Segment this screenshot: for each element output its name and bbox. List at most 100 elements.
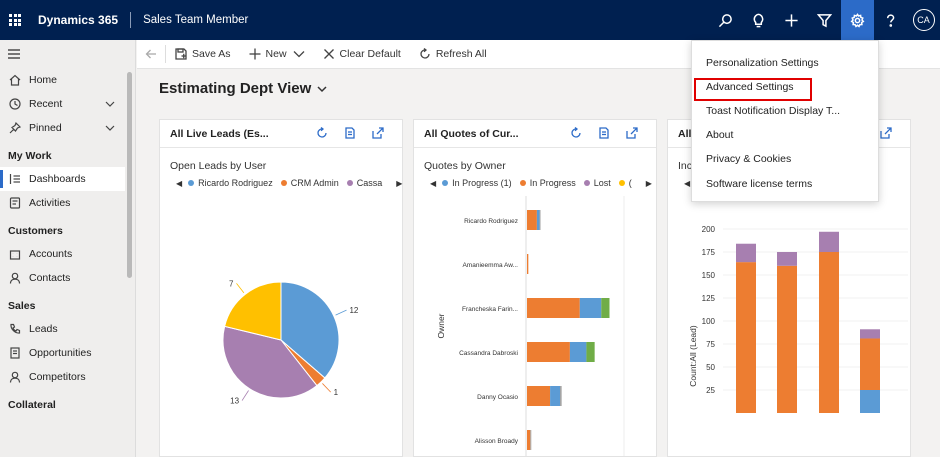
advanced-find-button[interactable] — [808, 0, 841, 40]
bar-segment[interactable] — [860, 338, 880, 390]
sidebar-item-opportunities[interactable]: Opportunities — [0, 341, 135, 365]
pie-slice[interactable] — [222, 325, 318, 399]
bar-segment[interactable] — [736, 262, 756, 413]
menu-item-about[interactable]: About — [706, 129, 734, 141]
bar-segment[interactable] — [550, 386, 560, 406]
legend-item[interactable]: Lost — [583, 178, 611, 188]
app-module-name[interactable]: Sales Team Member — [143, 14, 249, 26]
pie-chart[interactable]: 12 1 13 7 — [160, 196, 402, 456]
expand-chart-button[interactable] — [364, 127, 392, 139]
new-button[interactable]: New — [240, 40, 314, 69]
bar-segment[interactable] — [736, 243, 756, 263]
sitemap-sidebar: Home Recent Pinned My Work Dashboards Ac… — [0, 40, 136, 457]
menu-item-privacy-cookies[interactable]: Privacy & Cookies — [706, 153, 792, 165]
app-title[interactable]: Dynamics 365 — [38, 13, 119, 27]
leads-count-bar-chart[interactable]: Count:All (Lead) 200 175 150 125 100 75 50 25 — [668, 196, 910, 456]
legend-prev-arrow[interactable]: ◀ — [176, 178, 183, 188]
sidebar-item-leads[interactable]: Leads — [0, 317, 135, 341]
bar-segment[interactable] — [560, 386, 562, 406]
view-records-button[interactable] — [590, 127, 618, 139]
sidebar-item-competitors[interactable]: Competitors — [0, 365, 135, 389]
legend-item[interactable]: Cassa — [346, 178, 382, 188]
refresh-chart-button[interactable] — [308, 127, 336, 139]
chart-title: Open Leads by User — [170, 160, 267, 172]
menu-item-software-license[interactable]: Software license terms — [706, 178, 813, 190]
pie-data-label: 13 — [230, 397, 239, 406]
search-button[interactable] — [709, 0, 742, 40]
bar-segment[interactable] — [777, 265, 797, 413]
back-button[interactable] — [137, 48, 165, 60]
sidebar-item-dashboards[interactable]: Dashboards — [0, 167, 125, 191]
bar-segment[interactable] — [569, 342, 587, 362]
new-record-button[interactable] — [775, 0, 808, 40]
assistant-button[interactable] — [742, 0, 775, 40]
avatar: CA — [912, 9, 935, 31]
bar-segment[interactable] — [527, 254, 529, 274]
sidebar-item-pinned[interactable]: Pinned — [0, 116, 135, 140]
settings-button[interactable] — [841, 0, 874, 40]
bar-segment[interactable] — [819, 252, 839, 413]
y-tick-label: 50 — [706, 363, 715, 372]
chart-title: Quotes by Owner — [424, 160, 506, 172]
legend-next-arrow[interactable]: ▶ — [645, 178, 652, 188]
bar-segment[interactable] — [777, 252, 797, 266]
legend-next-arrow[interactable]: ▶ — [396, 178, 403, 188]
expand-chart-button[interactable] — [872, 127, 900, 139]
menu-item-personalization-settings[interactable]: Personalization Settings — [706, 57, 819, 69]
view-records-button[interactable] — [336, 127, 364, 139]
sidebar-item-recent[interactable]: Recent — [0, 92, 135, 116]
bar-segment[interactable] — [586, 342, 595, 362]
clear-default-button[interactable]: Clear Default — [314, 40, 410, 69]
bar-segment[interactable] — [530, 430, 532, 450]
legend-item[interactable]: In Progress — [519, 178, 576, 188]
card-title[interactable]: All Live Leads (Es... — [170, 127, 269, 140]
chevron-down-icon[interactable] — [293, 48, 305, 60]
refresh-chart-button[interactable] — [562, 127, 590, 139]
card-title[interactable]: All Quotes of Cur... — [424, 127, 519, 140]
bar-segment[interactable] — [601, 298, 610, 318]
legend-prev-arrow[interactable]: ◀ — [430, 178, 437, 188]
bar-segment[interactable] — [539, 210, 541, 230]
refresh-all-button[interactable]: Refresh All — [410, 40, 496, 69]
help-button[interactable] — [874, 0, 907, 40]
plus-icon — [785, 13, 798, 27]
pie-slice[interactable] — [280, 281, 340, 379]
bar-segment[interactable] — [579, 298, 602, 318]
legend-item[interactable]: Ricardo Rodriguez — [188, 178, 273, 188]
bar-segment[interactable] — [860, 329, 880, 339]
pie-slice[interactable] — [224, 281, 282, 341]
menu-item-toast-notification[interactable]: Toast Notification Display T... — [706, 105, 841, 117]
legend-item[interactable]: In Progress (1) — [442, 178, 512, 188]
plus-icon — [249, 48, 261, 60]
card-title[interactable]: All — [678, 127, 692, 140]
sidebar-item-label: Home — [29, 74, 58, 86]
sidebar-item-home[interactable]: Home — [0, 68, 135, 92]
sidebar-item-activities[interactable]: Activities — [0, 191, 135, 215]
chevron-down-icon — [105, 125, 115, 131]
bar-segment[interactable] — [527, 386, 551, 406]
bar-segment[interactable] — [819, 231, 839, 252]
sidebar-toggle-button[interactable] — [0, 40, 135, 68]
bar-segment[interactable] — [527, 430, 531, 450]
bar-segment[interactable] — [527, 210, 537, 230]
settings-menu: Personalization Settings Advanced Settin… — [691, 40, 879, 202]
legend-item[interactable]: CRM Admin — [280, 178, 339, 188]
sidebar-item-accounts[interactable]: Accounts — [0, 242, 135, 266]
sidebar-scrollbar[interactable] — [127, 72, 132, 278]
sidebar-item-contacts[interactable]: Contacts — [0, 266, 135, 290]
bar-segment[interactable] — [536, 210, 540, 230]
arrow-left-icon — [145, 49, 156, 59]
expand-icon — [372, 127, 384, 139]
bar-segment[interactable] — [860, 390, 880, 413]
expand-chart-button[interactable] — [618, 127, 646, 139]
app-launcher-button[interactable] — [0, 0, 30, 40]
legend-item[interactable]: ( — [618, 178, 632, 188]
bar-segment[interactable] — [527, 342, 570, 362]
bar-segment[interactable] — [527, 298, 580, 318]
dashboard-selector[interactable]: Estimating Dept View — [159, 80, 327, 97]
quotes-bar-chart[interactable]: Owner Ricardo Rodriguez Amanieemma Aw... Fr… — [414, 196, 656, 456]
menu-item-advanced-settings[interactable]: Advanced Settings — [706, 81, 794, 93]
save-as-button[interactable]: Save As — [166, 40, 240, 69]
user-profile-button[interactable]: CA — [907, 0, 940, 40]
legend-prev-arrow[interactable]: ◀ — [684, 178, 691, 188]
